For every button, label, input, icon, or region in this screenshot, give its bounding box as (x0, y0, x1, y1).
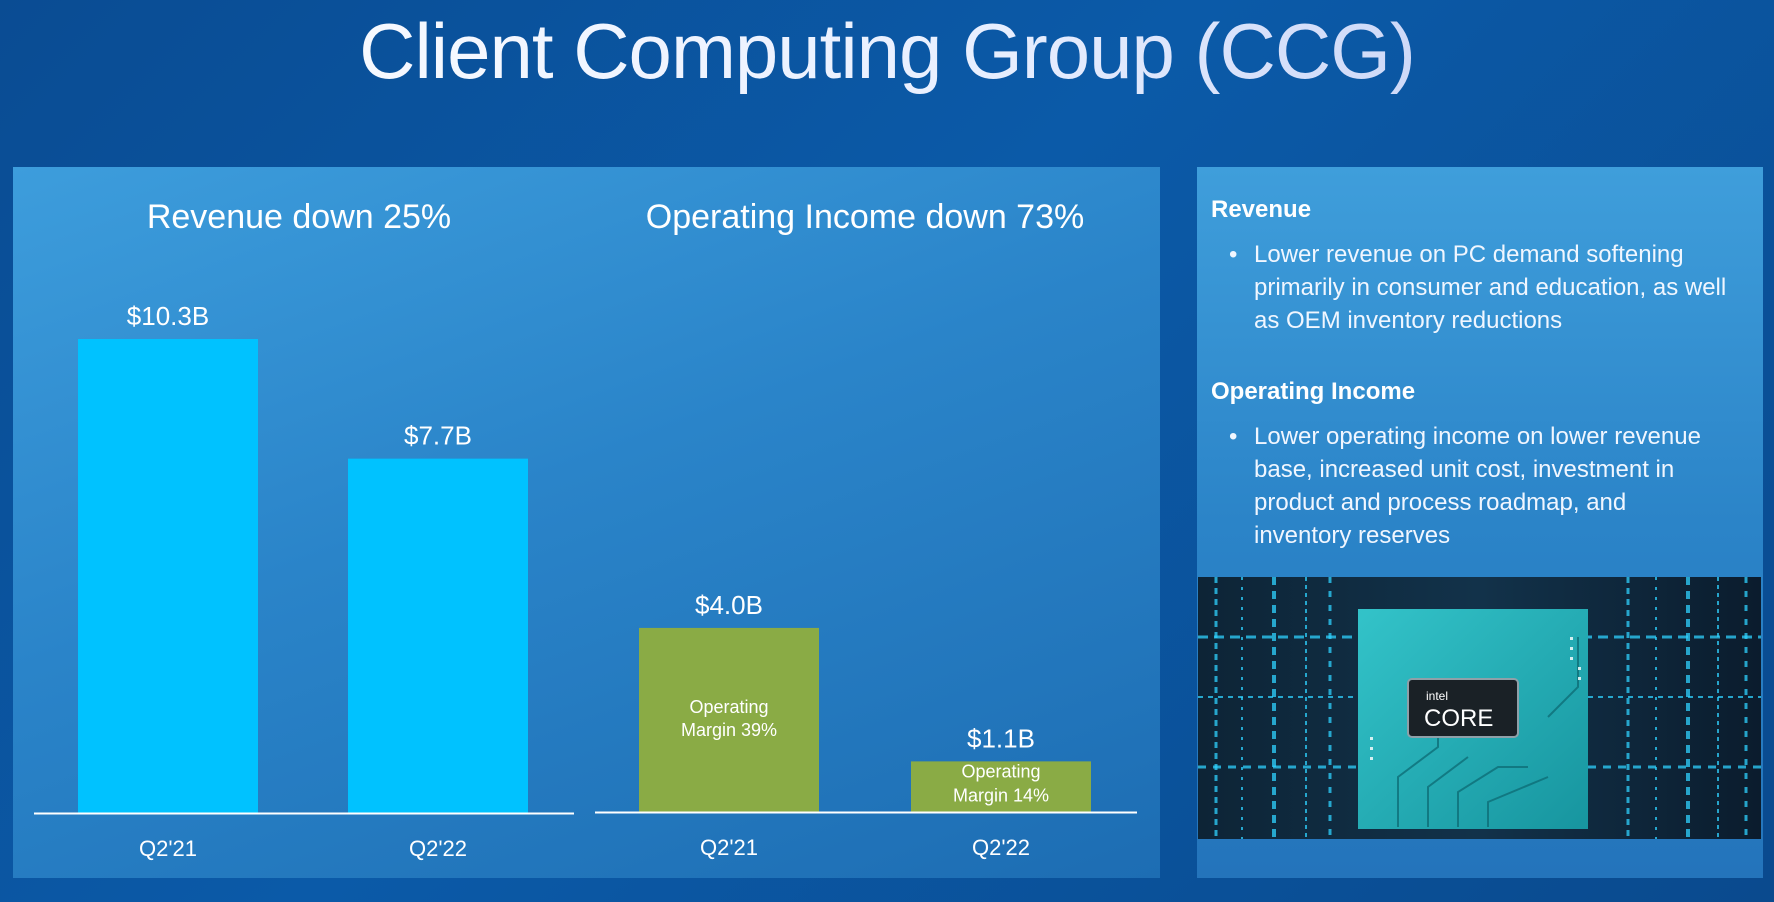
x-tick-label: Q2'22 (409, 836, 467, 861)
data-label: $7.7B (404, 421, 472, 451)
chart-panel: Revenue down 25% $10.3B Q2'21 $7.7B Q2'22 Ope… (13, 167, 1160, 878)
bar-inner-label: Operating (961, 761, 1040, 781)
bar-inner-label: Margin 39% (681, 720, 777, 740)
bar-inner-label: Operating (689, 697, 768, 717)
chip-badge-small: intel (1426, 689, 1448, 703)
bullet-dot-icon: • (1229, 423, 1238, 450)
bar-inner-label: Margin 14% (953, 785, 1049, 805)
bullet-dot-icon: • (1229, 241, 1238, 268)
operating-income-bullet-text: Lower operating income on lower revenue … (1254, 423, 1701, 549)
commentary-panel: Revenue • Lower revenue on PC demand sof… (1197, 167, 1763, 878)
chip-illustration: intel CORE (1198, 577, 1761, 839)
operating-income-bullet: • Lower operating income on lower revenu… (1229, 420, 1729, 552)
data-label: $10.3B (127, 301, 209, 331)
bar (78, 339, 258, 813)
x-tick-label: Q2'21 (700, 835, 758, 860)
bar (639, 627, 819, 812)
x-tick-label: Q2'22 (972, 835, 1030, 860)
charts-svg: Revenue down 25% $10.3B Q2'21 $7.7B Q2'22 Ope… (34, 198, 1137, 861)
data-label: $1.1B (967, 723, 1035, 753)
revenue-bullet-text: Lower revenue on PC demand softening pri… (1254, 241, 1727, 334)
chart-title: Operating Income down 73% (646, 198, 1084, 236)
page-title: Client Computing Group (CCG) (0, 6, 1774, 97)
bar (348, 458, 528, 813)
chart-title: Revenue down 25% (147, 198, 451, 236)
intel-core-chip-image: intel CORE (1198, 577, 1761, 839)
operating-income-heading: Operating Income (1211, 378, 1416, 405)
bar (911, 761, 1091, 812)
chip-badge-large: CORE (1424, 705, 1493, 732)
revenue-bullet: • Lower revenue on PC demand softening p… (1229, 238, 1729, 337)
x-tick-label: Q2'21 (139, 836, 197, 861)
revenue-heading: Revenue (1211, 196, 1312, 223)
data-label: $4.0B (695, 590, 763, 620)
